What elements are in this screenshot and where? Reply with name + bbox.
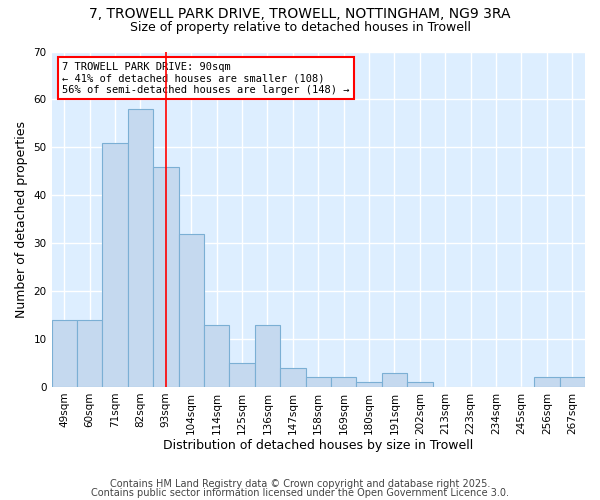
Bar xyxy=(128,109,153,387)
Text: 7, TROWELL PARK DRIVE, TROWELL, NOTTINGHAM, NG9 3RA: 7, TROWELL PARK DRIVE, TROWELL, NOTTINGH… xyxy=(89,8,511,22)
Bar xyxy=(179,234,204,387)
Bar xyxy=(153,166,179,387)
Bar xyxy=(356,382,382,387)
Text: Size of property relative to detached houses in Trowell: Size of property relative to detached ho… xyxy=(130,21,470,34)
Bar xyxy=(560,378,585,387)
Bar xyxy=(229,363,255,387)
Bar xyxy=(382,372,407,387)
Text: Contains HM Land Registry data © Crown copyright and database right 2025.: Contains HM Land Registry data © Crown c… xyxy=(110,479,490,489)
Bar xyxy=(534,378,560,387)
Bar xyxy=(77,320,103,387)
Bar xyxy=(305,378,331,387)
X-axis label: Distribution of detached houses by size in Trowell: Distribution of detached houses by size … xyxy=(163,440,473,452)
Bar xyxy=(255,324,280,387)
Bar xyxy=(103,142,128,387)
Text: 7 TROWELL PARK DRIVE: 90sqm
← 41% of detached houses are smaller (108)
56% of se: 7 TROWELL PARK DRIVE: 90sqm ← 41% of det… xyxy=(62,62,350,95)
Bar xyxy=(331,378,356,387)
Bar xyxy=(204,324,229,387)
Y-axis label: Number of detached properties: Number of detached properties xyxy=(15,120,28,318)
Bar xyxy=(407,382,433,387)
Bar xyxy=(280,368,305,387)
Text: Contains public sector information licensed under the Open Government Licence 3.: Contains public sector information licen… xyxy=(91,488,509,498)
Bar xyxy=(52,320,77,387)
